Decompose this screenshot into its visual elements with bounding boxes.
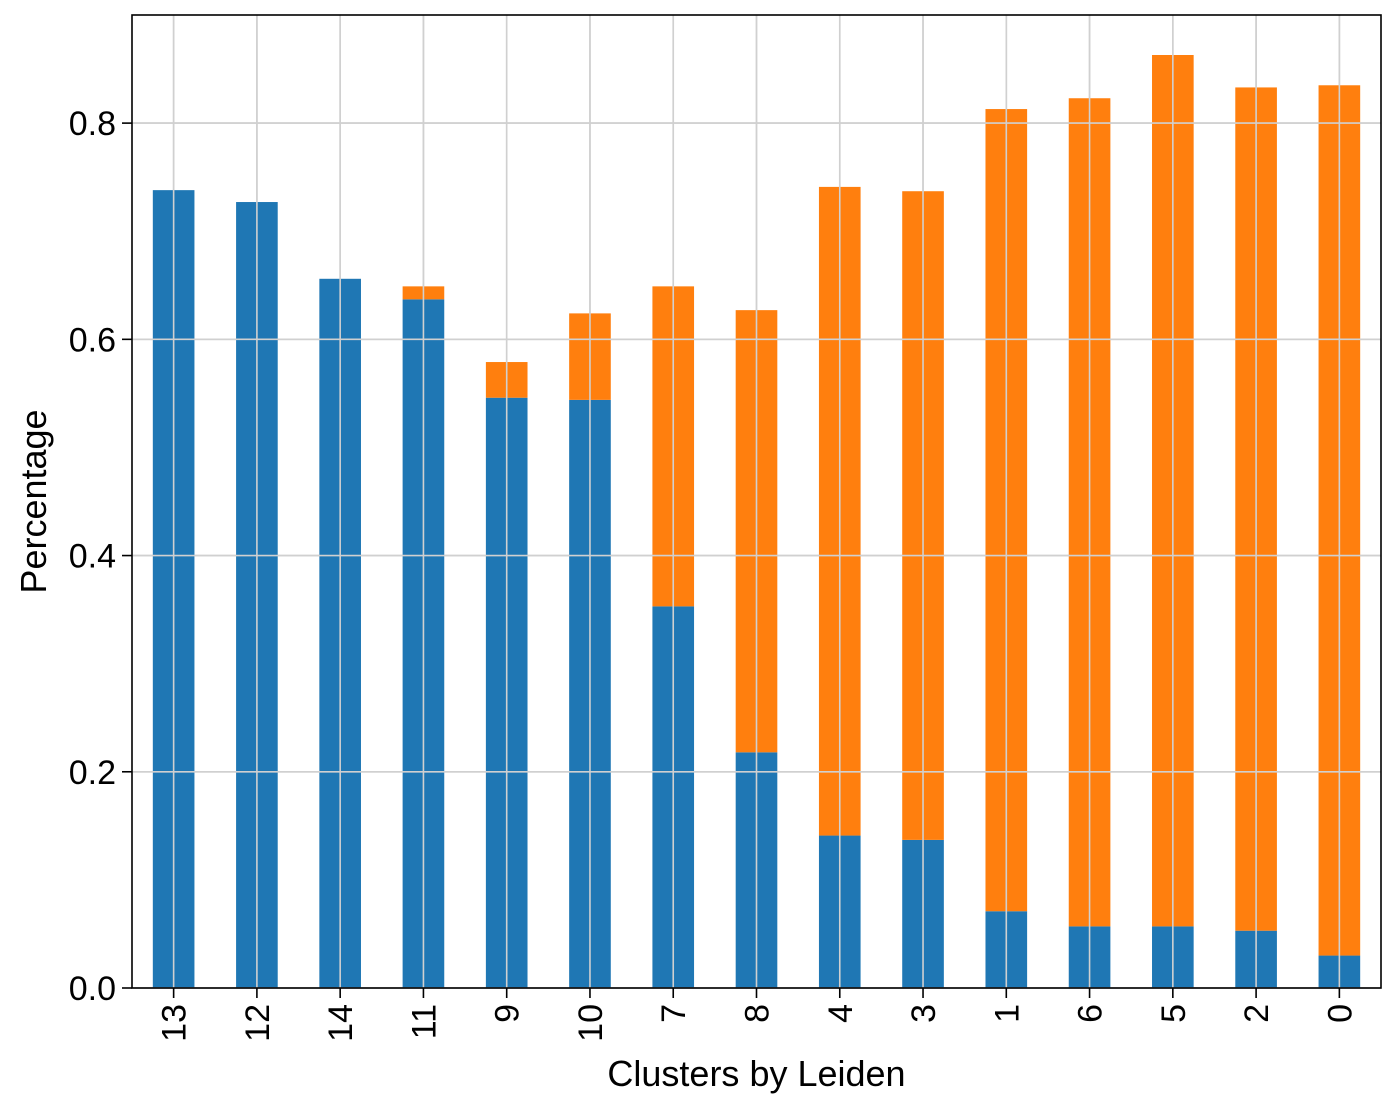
x-tick-label: 2 [1238,1004,1276,1023]
y-axis-ticks: 0.0 0.2 0.4 0.6 0.8 [69,105,132,1008]
x-tick-label: 3 [905,1004,943,1023]
x-tick-label: 9 [489,1004,527,1023]
x-tick-label: 1 [988,1004,1026,1023]
y-axis-title: Percentage [13,409,54,593]
x-axis-title: Clusters by Leiden [607,1053,905,1094]
x-axis-ticks: 13 12 14 11 9 10 7 8 4 3 1 6 5 2 0 [156,988,1359,1042]
y-tick-label: 0.0 [69,970,116,1008]
x-tick-label: 12 [239,1004,277,1042]
x-tick-label: 13 [156,1004,194,1042]
y-tick-label: 0.2 [69,754,116,792]
x-tick-label: 11 [405,1004,443,1039]
grid-overlay [132,15,1381,989]
x-tick-label: 14 [322,1004,360,1042]
y-tick-label: 0.6 [69,321,116,359]
x-tick-label: 4 [822,1004,860,1023]
y-tick-label: 0.4 [69,538,116,576]
x-tick-label: 5 [1155,1004,1193,1023]
x-tick-label: 8 [739,1004,777,1023]
x-tick-label: 7 [655,1004,693,1023]
x-tick-label: 6 [1072,1004,1110,1023]
y-tick-label: 0.8 [69,105,116,143]
x-tick-label: 10 [572,1004,610,1042]
x-tick-label: 0 [1321,1004,1359,1023]
